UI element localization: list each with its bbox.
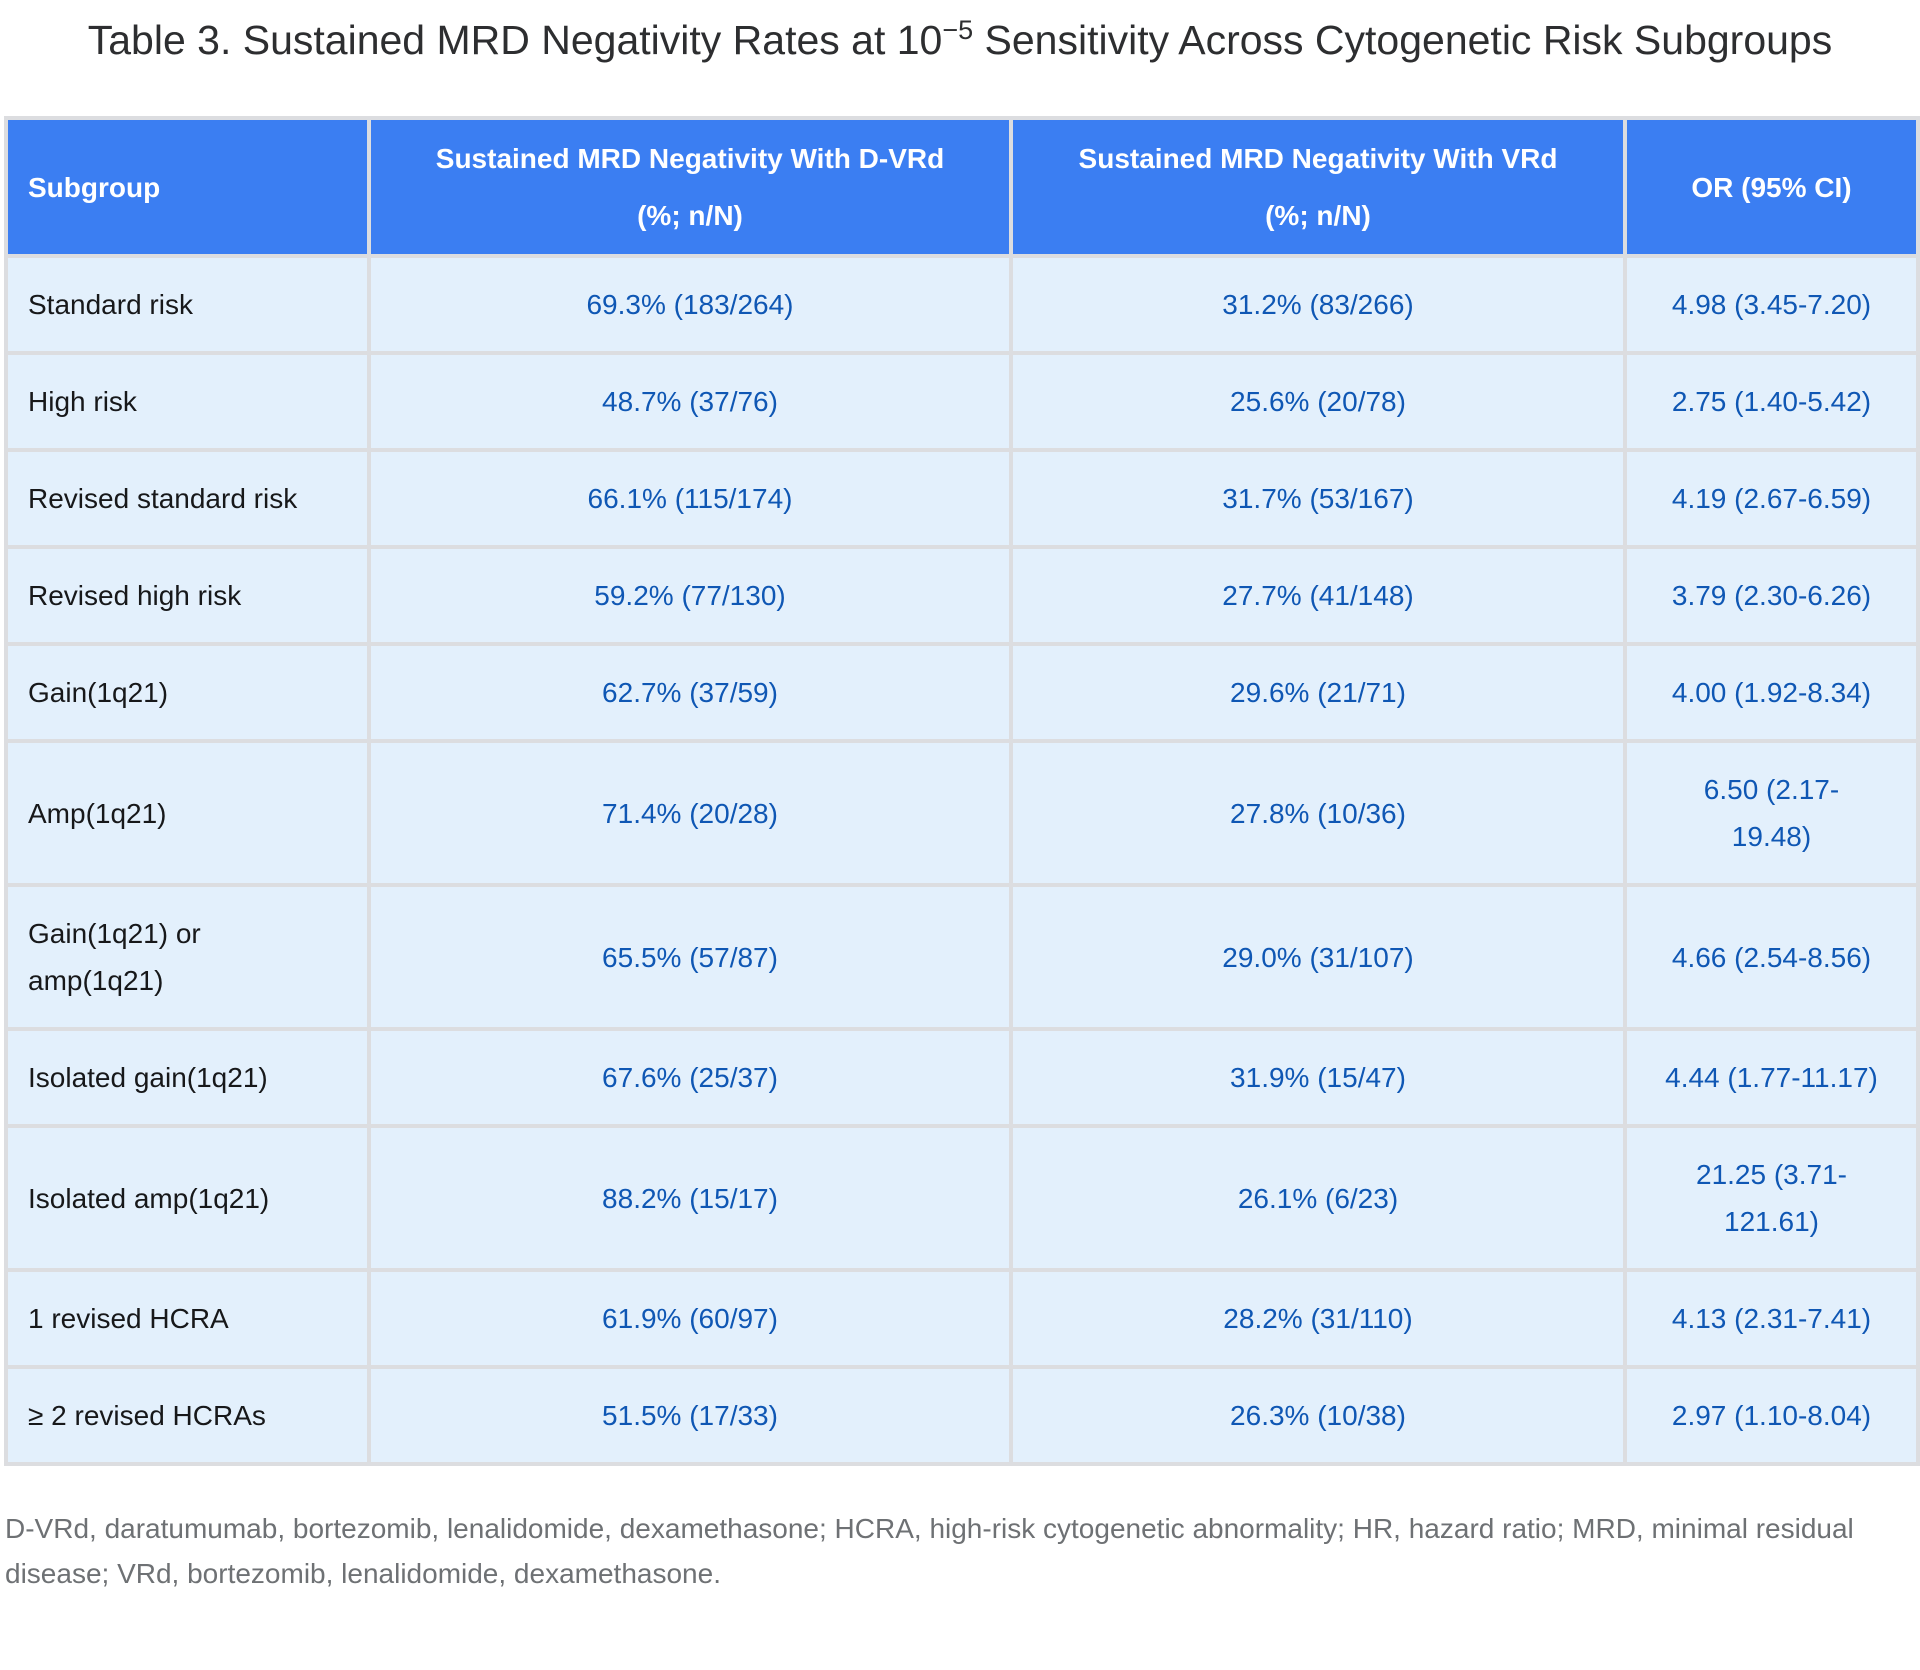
mrd-negativity-table: Subgroup Sustained MRD Negativity With D… [4, 116, 1920, 1466]
cell-subgroup: Revised high risk [4, 545, 371, 646]
cell-dvrd-value: 62.7% (37/59) [367, 642, 1013, 743]
cell-subgroup: Isolated gain(1q21) [4, 1027, 371, 1128]
table-row: 1 revised HCRA 61.9% (60/97) 28.2% (31/1… [4, 1268, 1920, 1369]
table-row: Isolated amp(1q21) 88.2% (15/17) 26.1% (… [4, 1124, 1920, 1272]
cell-dvrd-value: 71.4% (20/28) [367, 739, 1013, 887]
cell-or-value: 4.98 (3.45-7.20) [1623, 254, 1920, 355]
cell-or-value: 3.79 (2.30-6.26) [1623, 545, 1920, 646]
cell-or-value: 2.75 (1.40-5.42) [1623, 351, 1920, 452]
col-header-vrd: Sustained MRD Negativity With VRd (%; n/… [1009, 116, 1627, 258]
title-superscript: −5 [942, 15, 974, 45]
cell-vrd-value: 29.6% (21/71) [1009, 642, 1627, 743]
cell-or-value: 6.50 (2.17- 19.48) [1623, 739, 1920, 887]
table-row: Gain(1q21) 62.7% (37/59) 29.6% (21/71) 4… [4, 642, 1920, 743]
cell-vrd-value: 25.6% (20/78) [1009, 351, 1627, 452]
table-row: Revised standard risk 66.1% (115/174) 31… [4, 448, 1920, 549]
cell-dvrd-value: 51.5% (17/33) [367, 1365, 1013, 1466]
table-container: Subgroup Sustained MRD Negativity With D… [4, 116, 1920, 1466]
cell-vrd-value: 29.0% (31/107) [1009, 883, 1627, 1031]
cell-or-value: 4.44 (1.77-11.17) [1623, 1027, 1920, 1128]
cell-dvrd-value: 88.2% (15/17) [367, 1124, 1013, 1272]
cell-or-value: 4.00 (1.92-8.34) [1623, 642, 1920, 743]
cell-dvrd-value: 65.5% (57/87) [367, 883, 1013, 1031]
cell-or-value: 2.97 (1.10-8.04) [1623, 1365, 1920, 1466]
cell-vrd-value: 27.7% (41/148) [1009, 545, 1627, 646]
cell-vrd-value: 31.9% (15/47) [1009, 1027, 1627, 1128]
table-row: Standard risk 69.3% (183/264) 31.2% (83/… [4, 254, 1920, 355]
cell-subgroup: 1 revised HCRA [4, 1268, 371, 1369]
col-header-subgroup: Subgroup [4, 116, 371, 258]
footnote: D-VRd, daratumumab, bortezomib, lenalido… [5, 1513, 1854, 1589]
cell-or-value: 21.25 (3.71- 121.61) [1623, 1124, 1920, 1272]
cell-vrd-value: 31.7% (53/167) [1009, 448, 1627, 549]
table-row: Gain(1q21) or amp(1q21) 65.5% (57/87) 29… [4, 883, 1920, 1031]
cell-vrd-value: 27.8% (10/36) [1009, 739, 1627, 887]
cell-vrd-value: 28.2% (31/110) [1009, 1268, 1627, 1369]
cell-dvrd-value: 66.1% (115/174) [367, 448, 1013, 549]
title-text-prefix: Table 3. Sustained MRD Negativity Rates … [87, 17, 943, 63]
page-title: Table 3. Sustained MRD Negativity Rates … [0, 0, 1920, 80]
table-row: Revised high risk 59.2% (77/130) 27.7% (… [4, 545, 1920, 646]
cell-subgroup: Isolated amp(1q21) [4, 1124, 371, 1272]
cell-or-value: 4.13 (2.31-7.41) [1623, 1268, 1920, 1369]
cell-subgroup: Revised standard risk [4, 448, 371, 549]
cell-or-value: 4.19 (2.67-6.59) [1623, 448, 1920, 549]
cell-dvrd-value: 61.9% (60/97) [367, 1268, 1013, 1369]
table-row: High risk 48.7% (37/76) 25.6% (20/78) 2.… [4, 351, 1920, 452]
header-row: Subgroup Sustained MRD Negativity With D… [4, 116, 1920, 258]
cell-subgroup: Gain(1q21) or amp(1q21) [4, 883, 371, 1031]
cell-vrd-value: 26.1% (6/23) [1009, 1124, 1627, 1272]
cell-dvrd-value: 59.2% (77/130) [367, 545, 1013, 646]
cell-dvrd-value: 48.7% (37/76) [367, 351, 1013, 452]
cell-dvrd-value: 67.6% (25/37) [367, 1027, 1013, 1128]
cell-subgroup: Standard risk [4, 254, 371, 355]
table-row: Isolated gain(1q21) 67.6% (25/37) 31.9% … [4, 1027, 1920, 1128]
col-header-dvrd: Sustained MRD Negativity With D-VRd (%; … [367, 116, 1013, 258]
table-row: ≥ 2 revised HCRAs 51.5% (17/33) 26.3% (1… [4, 1365, 1920, 1466]
cell-subgroup: Gain(1q21) [4, 642, 371, 743]
cell-subgroup: High risk [4, 351, 371, 452]
title-text-suffix: Sensitivity Across Cytogenetic Risk Subg… [973, 17, 1833, 63]
cell-or-value: 4.66 (2.54-8.56) [1623, 883, 1920, 1031]
col-header-or: OR (95% CI) [1623, 116, 1920, 258]
table-row: Amp(1q21) 71.4% (20/28) 27.8% (10/36) 6.… [4, 739, 1920, 887]
cell-dvrd-value: 69.3% (183/264) [367, 254, 1013, 355]
cell-vrd-value: 26.3% (10/38) [1009, 1365, 1627, 1466]
cell-subgroup: ≥ 2 revised HCRAs [4, 1365, 371, 1466]
cell-vrd-value: 31.2% (83/266) [1009, 254, 1627, 355]
cell-subgroup: Amp(1q21) [4, 739, 371, 887]
